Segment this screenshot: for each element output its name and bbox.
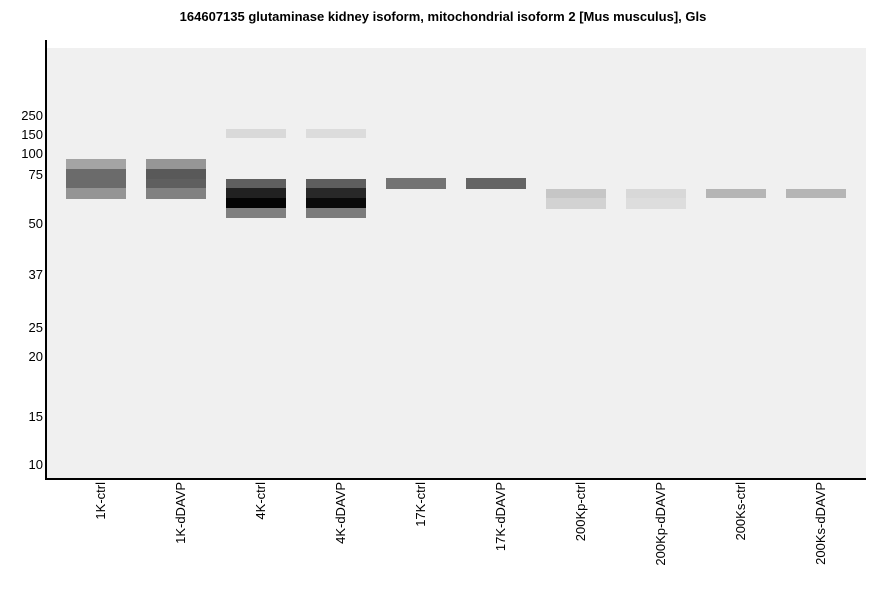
gel-band — [306, 179, 366, 188]
y-tick-label-50: 50 — [28, 216, 43, 231]
gel-band — [146, 169, 206, 179]
x-axis-label-4K-dDAVP: 4K-dDAVP — [332, 482, 348, 544]
gel-band — [386, 178, 446, 189]
y-tick-label-20: 20 — [28, 349, 43, 364]
x-axis-label-1K-dDAVP: 1K-dDAVP — [172, 482, 188, 544]
y-tick-label-150: 150 — [21, 127, 43, 142]
y-tick-label-250: 250 — [21, 108, 43, 123]
x-axis-line — [45, 478, 866, 480]
y-tick-label-10: 10 — [28, 457, 43, 472]
y-tick-label-15: 15 — [28, 409, 43, 424]
gel-band — [306, 198, 366, 208]
x-axis-label-4K-ctrl: 4K-ctrl — [252, 482, 268, 520]
gel-band — [626, 189, 686, 198]
x-axis-label-200Kp-ctrl: 200Kp-ctrl — [572, 482, 588, 542]
x-axis-label-17K-ctrl: 17K-ctrl — [412, 482, 428, 527]
y-tick-label-37: 37 — [28, 267, 43, 282]
gel-band — [626, 198, 686, 209]
gel-band — [226, 179, 286, 188]
gel-band — [146, 188, 206, 199]
gel-band — [66, 159, 126, 169]
gel-band — [226, 198, 286, 208]
gel-band — [66, 188, 126, 199]
x-axis-label-200Ks-dDAVP: 200Ks-dDAVP — [812, 482, 828, 565]
gel-band — [66, 169, 126, 188]
gel-band — [146, 179, 206, 188]
gel-band — [546, 189, 606, 198]
gel-band — [226, 208, 286, 218]
x-axis-label-1K-ctrl: 1K-ctrl — [92, 482, 108, 520]
figure-title: 164607135 glutaminase kidney isoform, mi… — [179, 9, 707, 24]
gel-band — [546, 198, 606, 209]
plot-area — [47, 48, 866, 478]
y-tick-label-100: 100 — [21, 146, 43, 161]
x-axis-label-17K-dDAVP: 17K-dDAVP — [492, 482, 508, 552]
gel-band — [226, 129, 286, 138]
gel-band — [786, 189, 846, 198]
x-axis-label-200Ks-ctrl: 200Ks-ctrl — [732, 482, 748, 541]
gel-band — [306, 208, 366, 218]
gel-band — [306, 188, 366, 198]
gel-band — [226, 188, 286, 198]
gel-band — [466, 178, 526, 189]
y-tick-label-75: 75 — [28, 167, 43, 182]
x-axis-label-200Kp-dDAVP: 200Kp-dDAVP — [652, 482, 668, 566]
gel-band — [306, 129, 366, 138]
y-axis-line — [45, 40, 47, 480]
gel-band — [706, 189, 766, 198]
gel-band — [146, 159, 206, 169]
y-tick-label-25: 25 — [28, 320, 43, 335]
